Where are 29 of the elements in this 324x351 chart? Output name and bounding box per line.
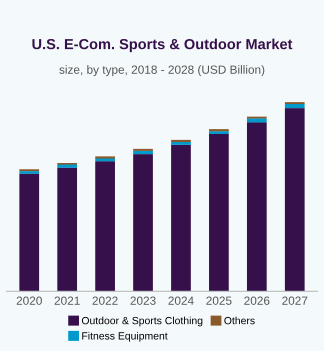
bar — [57, 164, 78, 168]
bar — [209, 134, 229, 292]
x-tick-label: 2024 — [168, 296, 194, 305]
bar — [133, 154, 153, 292]
legend-label: Others — [224, 316, 255, 324]
x-tick-label: 2025 — [206, 296, 232, 305]
x-tick-label: 2023 — [130, 296, 156, 305]
bar — [95, 158, 115, 162]
x-tick-label: 2026 — [244, 296, 270, 305]
legend-label: Fitness Equipment — [82, 332, 168, 342]
bar — [133, 150, 153, 154]
bar — [284, 108, 305, 292]
x-tick-label: 2022 — [92, 296, 118, 305]
bar — [95, 161, 115, 292]
bar — [57, 168, 78, 292]
bar — [19, 171, 40, 174]
x-tick-label: 2020 — [16, 296, 42, 305]
bar — [19, 174, 40, 292]
bar — [284, 104, 305, 108]
bar — [171, 144, 191, 292]
bar — [246, 122, 267, 292]
chart-title: U.S. E-Com. Sports & Outdoor Market — [32, 38, 292, 52]
bar — [209, 131, 229, 134]
bar — [171, 142, 191, 145]
bar — [246, 118, 267, 122]
x-tick-label: 2021 — [54, 296, 80, 305]
x-tick-label: 2027 — [282, 296, 308, 305]
legend-label: Outdoor & Sports Clothing — [82, 316, 202, 326]
chart-subtitle: size, by type, 2018 - 2028 (USD Billion) — [59, 65, 264, 76]
